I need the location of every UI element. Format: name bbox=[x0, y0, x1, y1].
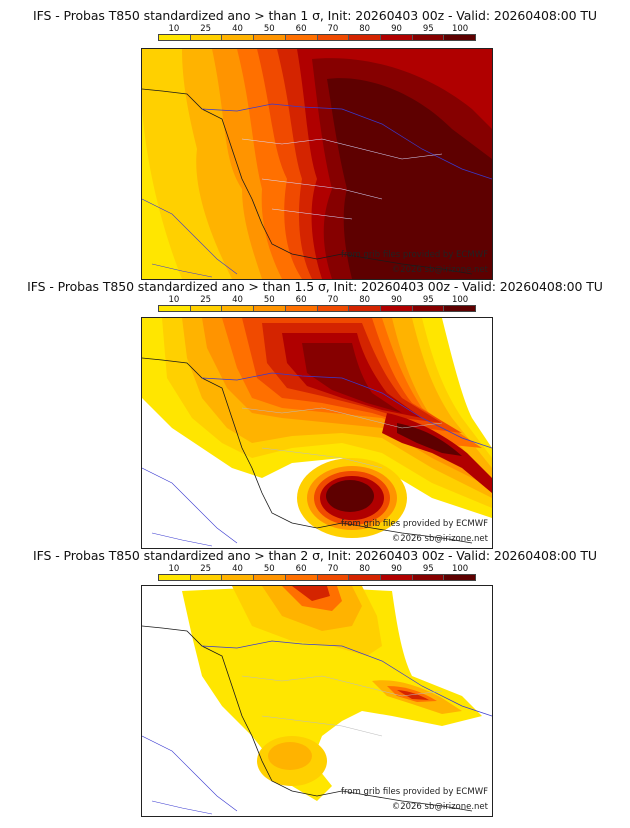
legend-swatch bbox=[285, 35, 318, 40]
legend-swatch bbox=[444, 35, 476, 40]
legend-tick-label: 95 bbox=[422, 295, 434, 305]
legend-tick-label: 70 bbox=[327, 295, 339, 305]
data-source-credit: from grib files provided by ECMWF bbox=[341, 519, 488, 529]
panel-title: IFS - Probas T850 standardized ano > tha… bbox=[27, 279, 603, 294]
legend-tick-label: 60 bbox=[295, 295, 307, 305]
legend-tick-label: 80 bbox=[359, 295, 371, 305]
legend-swatch bbox=[159, 306, 191, 311]
legend-tick-label: 95 bbox=[422, 564, 434, 574]
legend-swatch bbox=[380, 575, 413, 580]
legend-tick-labels: 10 25 40 50 60 70 80 90 95 100 bbox=[158, 295, 476, 305]
legend-tick-label: 50 bbox=[263, 24, 275, 34]
legend-tick-label: 90 bbox=[391, 24, 402, 34]
legend-swatch bbox=[380, 306, 413, 311]
copyright-credit: ©2026 sb@irizone.net bbox=[391, 802, 488, 812]
legend-swatch bbox=[317, 35, 350, 40]
legend-swatch bbox=[159, 575, 191, 580]
legend-swatch bbox=[159, 35, 191, 40]
copyright-credit: ©2026 sb@irizone.net bbox=[391, 534, 488, 544]
copyright-credit: ©2026 sb@irizone.net bbox=[391, 265, 488, 275]
legend-tick-label: 40 bbox=[232, 24, 243, 34]
legend-tick-label: 100 bbox=[451, 24, 469, 34]
legend-swatch bbox=[412, 575, 445, 580]
legend-swatch bbox=[412, 306, 445, 311]
legend-tick-label: 50 bbox=[263, 564, 275, 574]
legend-tick-label: 25 bbox=[200, 564, 212, 574]
legend-swatch bbox=[380, 35, 413, 40]
legend-swatch bbox=[254, 575, 286, 580]
legend-tick-label: 100 bbox=[451, 564, 469, 574]
legend-swatch bbox=[349, 35, 381, 40]
legend-tick-label: 80 bbox=[359, 564, 371, 574]
legend-tick-label: 10 bbox=[168, 564, 180, 574]
legend-tick-label: 25 bbox=[200, 24, 212, 34]
legend-tick-label: 70 bbox=[327, 564, 339, 574]
map-graphic bbox=[142, 318, 492, 548]
legend-tick-label: 90 bbox=[391, 295, 402, 305]
data-source-credit: from grib files provided by ECMWF bbox=[341, 787, 488, 797]
legend-swatch bbox=[444, 575, 476, 580]
legend-tick-label: 60 bbox=[295, 24, 307, 34]
legend-tick-label: 10 bbox=[168, 295, 180, 305]
panel-title: IFS - Probas T850 standardized ano > tha… bbox=[33, 8, 597, 23]
forecast-panel-1: IFS - Probas T850 standardized ano > tha… bbox=[0, 8, 630, 280]
legend-swatch bbox=[254, 35, 286, 40]
legend-tick-labels: 10 25 40 50 60 70 80 90 95 100 bbox=[158, 24, 476, 34]
probability-legend: 10 25 40 50 60 70 80 90 95 100 bbox=[158, 24, 476, 41]
legend-swatch bbox=[222, 306, 255, 311]
legend-tick-label: 60 bbox=[295, 564, 307, 574]
legend-colorbar bbox=[158, 574, 476, 581]
legend-swatch bbox=[349, 306, 381, 311]
legend-swatch bbox=[349, 575, 381, 580]
probability-map: from grib files provided by ECMWF ©2026 … bbox=[141, 585, 493, 817]
map-graphic bbox=[142, 49, 492, 279]
legend-swatch bbox=[285, 306, 318, 311]
probability-map: from grib files provided by ECMWF ©2026 … bbox=[141, 317, 493, 549]
data-source-credit: from grib files provided by ECMWF bbox=[341, 250, 488, 260]
legend-swatch bbox=[317, 575, 350, 580]
legend-tick-label: 70 bbox=[327, 24, 339, 34]
panel-title: IFS - Probas T850 standardized ano > tha… bbox=[33, 548, 597, 563]
legend-swatch bbox=[190, 575, 223, 580]
legend-swatch bbox=[317, 306, 350, 311]
legend-tick-label: 80 bbox=[359, 24, 371, 34]
map-graphic bbox=[142, 586, 492, 816]
probability-legend: 10 25 40 50 60 70 80 90 95 100 bbox=[158, 564, 476, 581]
legend-tick-label: 95 bbox=[422, 24, 434, 34]
legend-tick-label: 100 bbox=[451, 295, 469, 305]
legend-swatch bbox=[222, 575, 255, 580]
probability-legend: 10 25 40 50 60 70 80 90 95 100 bbox=[158, 295, 476, 312]
legend-tick-label: 40 bbox=[232, 564, 243, 574]
legend-swatch bbox=[190, 306, 223, 311]
legend-tick-label: 25 bbox=[200, 295, 212, 305]
legend-swatch bbox=[285, 575, 318, 580]
legend-tick-label: 90 bbox=[391, 564, 402, 574]
legend-tick-label: 10 bbox=[168, 24, 180, 34]
forecast-panel-3: IFS - Probas T850 standardized ano > tha… bbox=[0, 548, 630, 818]
forecast-panel-2: IFS - Probas T850 standardized ano > tha… bbox=[0, 279, 630, 549]
probability-map: from grib files provided by ECMWF ©2026 … bbox=[141, 48, 493, 280]
legend-swatch bbox=[222, 35, 255, 40]
legend-colorbar bbox=[158, 305, 476, 312]
legend-swatch bbox=[412, 35, 445, 40]
legend-tick-labels: 10 25 40 50 60 70 80 90 95 100 bbox=[158, 564, 476, 574]
legend-swatch bbox=[444, 306, 476, 311]
legend-tick-label: 40 bbox=[232, 295, 243, 305]
legend-tick-label: 50 bbox=[263, 295, 275, 305]
legend-colorbar bbox=[158, 34, 476, 41]
legend-swatch bbox=[190, 35, 223, 40]
legend-swatch bbox=[254, 306, 286, 311]
